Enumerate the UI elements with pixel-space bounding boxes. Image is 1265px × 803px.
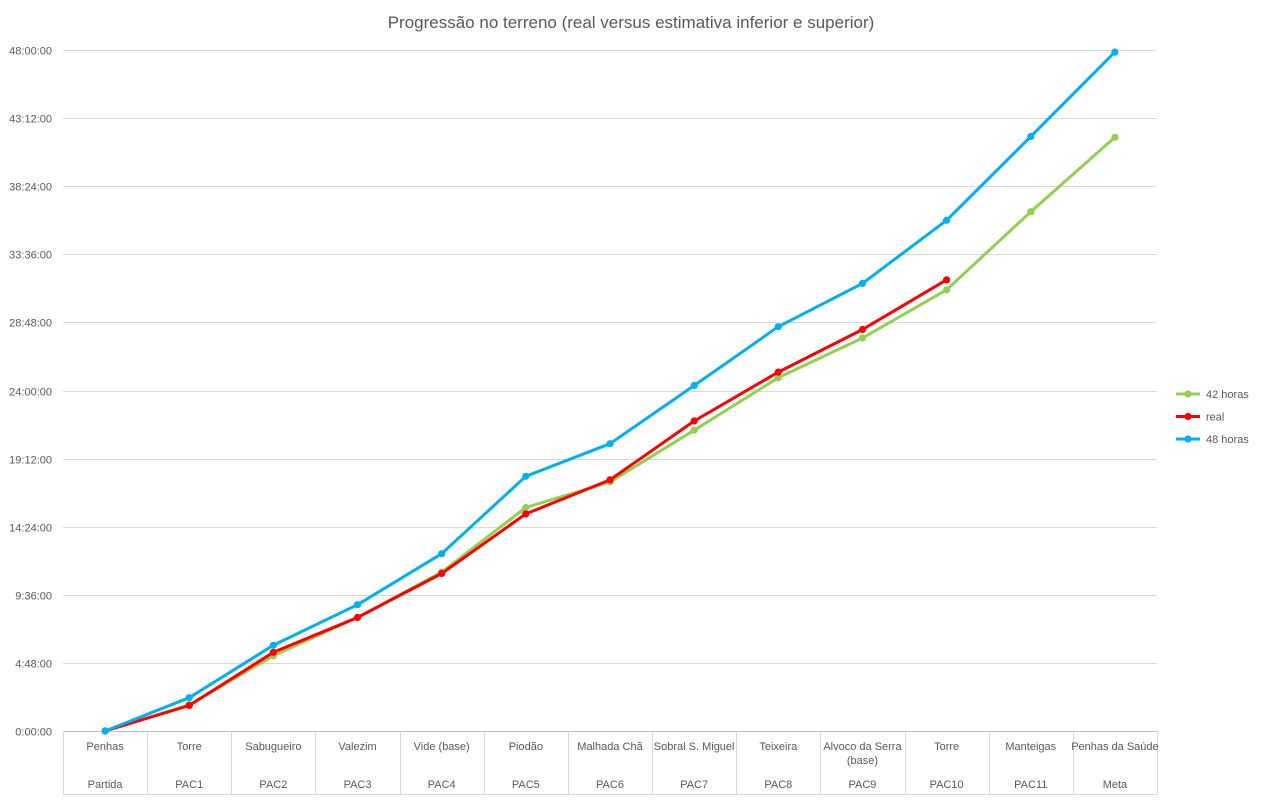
x-tick-label-line: Alvoco da Serra bbox=[823, 741, 902, 753]
data-point bbox=[185, 694, 193, 702]
x-tick-label-checkpoint: PAC5 bbox=[512, 779, 540, 791]
x-tick-label-location: Teixeira bbox=[759, 741, 798, 753]
x-tick-label-line: (base) bbox=[847, 755, 878, 767]
x-tick-label-checkpoint: PAC9 bbox=[849, 779, 877, 791]
x-tick-label-checkpoint: PAC10 bbox=[930, 779, 964, 791]
data-point bbox=[185, 701, 193, 710]
y-tick-label: 19:12:00 bbox=[9, 455, 52, 467]
data-point bbox=[858, 325, 867, 334]
y-tick-label: 38:24:00 bbox=[9, 182, 52, 194]
series-line-0 bbox=[103, 135, 1117, 733]
x-tick-label-checkpoint: PAC1 bbox=[175, 779, 203, 791]
data-point bbox=[943, 276, 951, 284]
y-axis: 0:00:00 4:48:00 9:36:00 14:24:00 19:12:00 24:… bbox=[9, 46, 52, 739]
data-point bbox=[438, 569, 446, 578]
chart-title: Progressão no terreno (real versus estim… bbox=[387, 13, 875, 32]
legend-swatch-marker bbox=[1184, 435, 1192, 443]
y-tick-label: 48:00:00 bbox=[9, 46, 52, 58]
legend-swatch-marker bbox=[1184, 412, 1192, 421]
data-point bbox=[690, 426, 698, 434]
x-tick-label-checkpoint: PAC2 bbox=[259, 779, 287, 791]
data-point bbox=[1027, 132, 1035, 141]
data-point bbox=[353, 601, 362, 609]
x-tick-label-checkpoint: Partida bbox=[88, 779, 124, 791]
data-point bbox=[774, 374, 782, 382]
x-tick-label-location: Alvoco da Serra (base) bbox=[823, 741, 902, 767]
gridlines bbox=[63, 50, 1157, 732]
data-point bbox=[353, 613, 362, 622]
series-lines bbox=[101, 48, 1119, 735]
data-point bbox=[943, 286, 951, 294]
x-tick-label-checkpoint: PAC4 bbox=[428, 779, 456, 791]
data-point bbox=[522, 472, 530, 480]
data-point bbox=[943, 216, 951, 224]
x-tick-label-location: Vide (base) bbox=[414, 741, 470, 753]
data-point bbox=[606, 476, 614, 484]
x-tick-label-location: Penhas bbox=[86, 741, 124, 753]
x-tick-label-location: Torre bbox=[934, 741, 959, 753]
data-point bbox=[1027, 208, 1035, 216]
legend: 42 horas real 48 horas bbox=[1176, 389, 1249, 446]
y-tick-label: 33:36:00 bbox=[9, 250, 52, 262]
y-tick-label: 9:36:00 bbox=[15, 591, 52, 603]
data-point bbox=[774, 368, 782, 376]
x-tick-label-location: Torre bbox=[177, 741, 202, 753]
data-point bbox=[858, 279, 867, 287]
data-point bbox=[522, 503, 530, 512]
y-tick-label: 28:48:00 bbox=[9, 318, 52, 330]
x-tick-label-location: Sabugueiro bbox=[245, 741, 301, 753]
x-tick-label-checkpoint: PAC6 bbox=[596, 779, 624, 791]
x-tick-label-checkpoint: PAC11 bbox=[1014, 779, 1047, 791]
legend-label: real bbox=[1206, 412, 1224, 424]
data-point bbox=[1111, 48, 1119, 56]
x-tick-label-checkpoint: PAC7 bbox=[680, 779, 708, 791]
y-tick-label: 43:12:00 bbox=[9, 114, 52, 126]
y-tick-label: 24:00:00 bbox=[9, 387, 52, 399]
data-point bbox=[858, 334, 867, 342]
x-tick-label-checkpoint: PAC8 bbox=[764, 779, 792, 791]
data-point bbox=[269, 641, 277, 649]
data-point bbox=[522, 510, 530, 518]
x-tick-label-checkpoint: Meta bbox=[1103, 779, 1128, 791]
y-tick-label: 0:00:00 bbox=[15, 727, 52, 739]
data-point bbox=[690, 417, 698, 425]
legend-label: 42 horas bbox=[1206, 389, 1249, 401]
x-tick-label-checkpoint: PAC3 bbox=[344, 779, 372, 791]
x-tick-label-location: Penhas da Saúde bbox=[1071, 741, 1158, 753]
y-tick-label: 14:24:00 bbox=[9, 523, 52, 535]
data-point bbox=[606, 440, 614, 448]
x-axis: Penhas Partida Torre PAC1 Sabugueiro PAC2 Vale… bbox=[63, 731, 1159, 795]
data-point bbox=[1111, 133, 1119, 141]
legend-label: 48 horas bbox=[1206, 434, 1249, 446]
x-tick-label-location: Sobral S. Miguel bbox=[654, 741, 735, 753]
legend-swatch-marker bbox=[1184, 390, 1192, 398]
y-tick-label: 4:48:00 bbox=[15, 659, 52, 671]
data-point bbox=[438, 550, 446, 558]
x-tick-label-location: Manteigas bbox=[1005, 741, 1056, 753]
data-point bbox=[269, 648, 277, 656]
data-point bbox=[690, 381, 698, 390]
x-tick-label-location: Valezim bbox=[338, 741, 376, 753]
x-tick-label-location: Piodão bbox=[509, 741, 543, 753]
data-point bbox=[101, 727, 109, 735]
x-tick-label-location: Malhada Chã bbox=[577, 741, 643, 753]
data-point bbox=[774, 323, 782, 331]
